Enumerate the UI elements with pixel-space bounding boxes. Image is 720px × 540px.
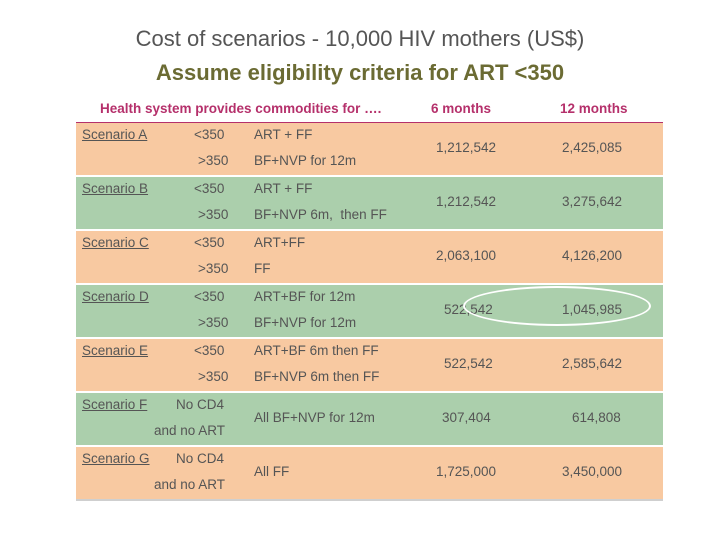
- cd4-top: <350: [194, 343, 225, 358]
- table-row: Scenario F No CD4 and no ART All BF+NVP …: [76, 391, 663, 445]
- scenario-name: Scenario A: [82, 127, 148, 142]
- cost-12-months: 4,126,200: [562, 248, 623, 263]
- cd4-bottom: and no ART: [154, 423, 226, 438]
- header-provides: Health system provides commodities for ……: [100, 101, 382, 116]
- cost-12-months: 3,275,642: [562, 194, 623, 209]
- regimen-top: ART+FF: [254, 235, 306, 250]
- regimen-top: ART + FF: [254, 127, 313, 142]
- cost-12-months: 2,425,085: [562, 140, 623, 155]
- table-bottom-border: [76, 499, 663, 501]
- header-6-months: 6 months: [431, 101, 492, 116]
- cost-6-months: 1,212,542: [436, 140, 497, 155]
- header-12-months: 12 months: [560, 101, 628, 116]
- scenario-name: Scenario G: [82, 451, 150, 466]
- cost-table: Health system provides commodities for ……: [76, 96, 663, 501]
- table-row: Scenario C <350 >350 ART+FF FF 2,063,100…: [76, 229, 663, 283]
- cd4-bottom: and no ART: [154, 477, 226, 492]
- cd4-top: <350: [194, 181, 225, 196]
- regimen-bottom: BF+NVP 6m, then FF: [254, 207, 387, 222]
- cd4-bottom: >350: [198, 369, 229, 384]
- cd4-top: <350: [194, 235, 225, 250]
- highlight-ellipse: [463, 286, 651, 326]
- table-row: Scenario B <350 >350 ART + FF BF+NVP 6m,…: [76, 175, 663, 229]
- cd4-bottom: >350: [198, 261, 229, 276]
- table-header: Health system provides commodities for ……: [76, 96, 663, 122]
- scenario-name: Scenario F: [82, 397, 148, 412]
- table-row: Scenario E <350 >350 ART+BF 6m then FF B…: [76, 337, 663, 391]
- regimen-top: ART+BF 6m then FF: [254, 343, 379, 358]
- cost-12-months: 2,585,642: [562, 356, 623, 371]
- regimen-bottom: BF+NVP for 12m: [254, 153, 357, 168]
- cd4-bottom: >350: [198, 153, 229, 168]
- slide-title: Cost of scenarios - 10,000 HIV mothers (…: [135, 26, 585, 51]
- cost-6-months: 1,212,542: [436, 194, 497, 209]
- scenario-name: Scenario B: [82, 181, 149, 196]
- table-row: Scenario A <350 >350 ART + FF BF+NVP for…: [76, 122, 663, 175]
- regimen-bottom: BF+NVP 6m then FF: [254, 369, 380, 384]
- cd4-bottom: >350: [198, 207, 229, 222]
- scenario-name: Scenario E: [82, 343, 149, 358]
- cost-6-months: 2,063,100: [436, 248, 497, 263]
- cost-6-months: 1,725,000: [436, 464, 497, 479]
- table-row: Scenario G No CD4 and no ART All FF 1,72…: [76, 445, 663, 499]
- regimen-top: ART + FF: [254, 181, 313, 196]
- cd4-top: <350: [194, 127, 225, 142]
- cd4-top: No CD4: [176, 397, 225, 412]
- regimen: All BF+NVP for 12m: [254, 410, 375, 425]
- cost-12-months: 614,808: [572, 410, 621, 425]
- regimen-bottom: BF+NVP for 12m: [254, 315, 357, 330]
- cd4-bottom: >350: [198, 315, 229, 330]
- regimen-top: ART+BF for 12m: [254, 289, 356, 304]
- cost-6-months: 307,404: [442, 410, 491, 425]
- cd4-top: No CD4: [176, 451, 225, 466]
- cost-6-months: 522,542: [444, 356, 493, 371]
- cost-12-months: 3,450,000: [562, 464, 623, 479]
- scenario-name: Scenario D: [82, 289, 149, 304]
- scenario-name: Scenario C: [82, 235, 149, 250]
- regimen: All FF: [254, 464, 290, 479]
- cd4-top: <350: [194, 289, 225, 304]
- regimen-bottom: FF: [254, 261, 271, 276]
- slide-subtitle: Assume eligibility criteria for ART <350: [155, 60, 565, 85]
